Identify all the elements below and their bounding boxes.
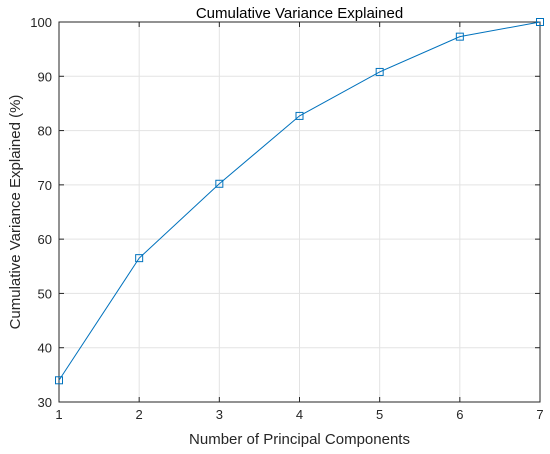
x-tick-label: 7 [536,407,543,422]
y-axis-label: Cumulative Variance Explained (%) [7,95,24,330]
data-point-marker [215,179,224,188]
y-tick-label: 50 [38,286,52,301]
x-tick-label: 3 [216,407,223,422]
data-point-marker [55,376,63,385]
axis-ticks: 1 2 3 4 5 6 7 30 40 50 60 70 80 90 100 [30,15,543,422]
data-point-marker [375,67,384,76]
y-tick-label: 40 [38,341,52,356]
y-tick-label: 30 [38,395,52,410]
x-axis-label: Number of Principal Components [189,431,410,448]
chart-title: Cumulative Variance Explained [196,5,403,22]
data-point-marker [455,32,464,41]
y-tick-label: 70 [38,178,52,193]
data-point-marker [135,254,144,263]
data-point-marker [536,18,544,26]
y-tick-label: 60 [38,232,52,247]
x-tick-label: 1 [55,407,62,422]
y-tick-label: 90 [38,69,52,84]
x-tick-label: 4 [296,407,303,422]
grid [58,21,541,403]
x-tick-label: 6 [456,407,463,422]
data-point-marker [295,111,304,120]
y-tick-label: 80 [38,124,52,139]
series-line [58,21,541,381]
series-layer [55,18,544,385]
x-tick-label: 5 [376,407,383,422]
y-tick-label: 100 [30,15,52,30]
x-tick-label: 2 [136,407,143,422]
